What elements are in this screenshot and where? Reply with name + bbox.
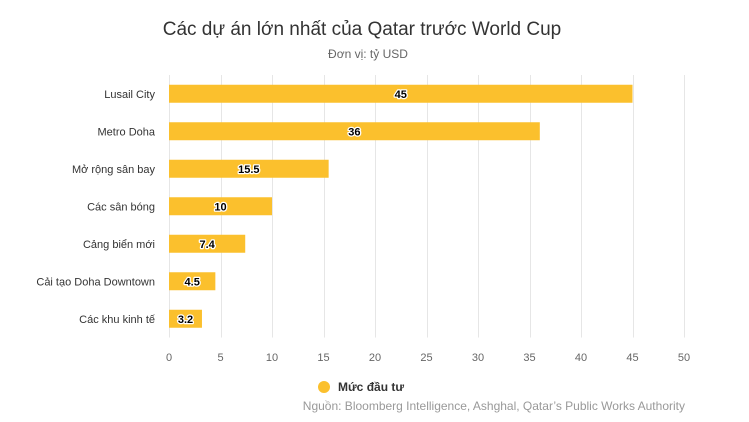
x-tick-label: 15 [317, 352, 329, 364]
category-label: Các khu kinh tế [79, 314, 155, 326]
bar [169, 272, 216, 291]
x-tick-label: 20 [369, 352, 381, 364]
category-label: Lusail City [104, 89, 155, 101]
source-note: Nguồn: Bloomberg Intelligence, Ashghal, … [302, 399, 685, 413]
x-tick-label: 45 [626, 352, 638, 364]
x-tick-label: 50 [678, 352, 690, 364]
category-label: Các sân bóng [87, 201, 155, 213]
x-tick-label: 40 [575, 352, 587, 364]
x-tick-label: 30 [472, 352, 484, 364]
x-tick-label: 5 [217, 352, 223, 364]
bar [169, 309, 202, 328]
data-label: 3.2 [178, 314, 193, 326]
data-label: 36 [348, 126, 360, 138]
data-label: 4.5 [185, 276, 200, 288]
bar [169, 234, 246, 253]
category-label: Cảng biển mới [83, 239, 155, 251]
bar [169, 197, 272, 216]
category-label: Cải tạo Doha Downtown [36, 276, 155, 288]
legend[interactable]: Mức đầu tư [318, 379, 404, 395]
bar [169, 159, 329, 178]
bar [169, 122, 540, 141]
chart-subtitle: Đơn vị: tỷ USD [328, 47, 408, 61]
data-label: 45 [395, 89, 407, 101]
category-label: Metro Doha [98, 126, 156, 138]
x-tick-label: 0 [166, 352, 172, 364]
category-label: Mở rộng sân bay [72, 164, 156, 176]
x-tick-label: 35 [523, 352, 535, 364]
data-label: 10 [214, 201, 226, 213]
legend-marker [318, 381, 330, 393]
data-label: 15.5 [238, 164, 259, 176]
chart-title: Các dự án lớn nhất của Qatar trước World… [162, 19, 562, 40]
bar [169, 84, 633, 103]
data-label: 7.4 [199, 239, 215, 251]
x-tick-label: 25 [420, 352, 432, 364]
x-tick-label: 10 [266, 352, 278, 364]
legend-label: Mức đầu tư [338, 380, 405, 394]
